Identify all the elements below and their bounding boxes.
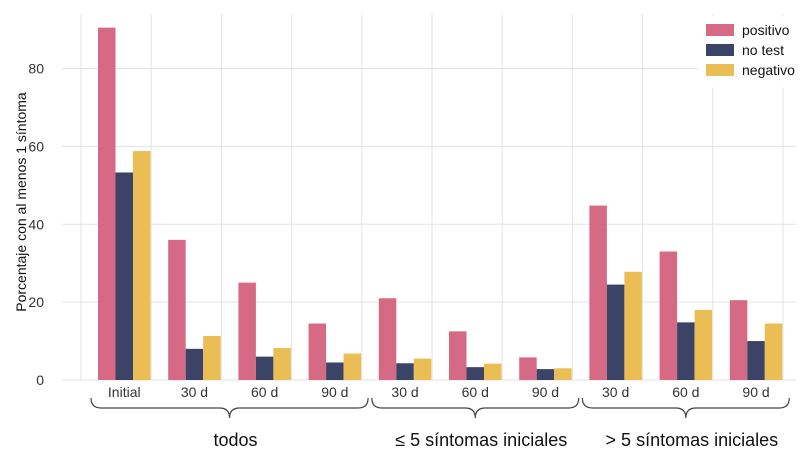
bar-positivo-2 (238, 282, 256, 380)
group-brace (371, 397, 580, 419)
bar-negativo-3 (343, 353, 362, 380)
bar-no-test-9 (747, 341, 765, 380)
x-tick-label: 30 d (391, 384, 418, 400)
legend: positivo no test negativo (698, 16, 806, 88)
bar-positivo-0 (98, 27, 116, 381)
group-label: ≤ 5 síntomas iniciales (395, 430, 567, 450)
gridlines (62, 14, 796, 381)
y-tick-label: 80 (28, 61, 44, 77)
x-tick-label: 90 d (742, 384, 769, 400)
y-tick-labels: 0 20 40 60 80 (28, 61, 44, 388)
bar-positivo-8 (659, 251, 678, 380)
x-tick-label: 60 d (672, 384, 699, 400)
bar-no-test-2 (255, 356, 274, 380)
x-tick-labels: Initial 30 d 60 d 90 d 30 d 60 d 90 d 30 d 60 d 9… (108, 384, 770, 400)
bar-positivo-1 (168, 239, 186, 380)
x-tick-label: Initial (108, 384, 141, 400)
bar-no-test-4 (396, 363, 414, 380)
bar-negativo-4 (413, 358, 432, 380)
bar-negativo-8 (694, 309, 713, 380)
bar-no-test-5 (466, 367, 484, 380)
bar-negativo-1 (203, 336, 221, 380)
bar-no-test-1 (185, 348, 204, 380)
legend-label: negativo (742, 62, 795, 78)
x-tick-label: 60 d (251, 384, 278, 400)
group-label: todos (214, 430, 258, 450)
bar-positivo-7 (589, 205, 607, 380)
legend-label: positivo (742, 22, 790, 38)
bar-no-test-3 (326, 362, 344, 380)
bar-no-test-8 (677, 322, 695, 380)
legend-swatch (706, 24, 734, 36)
bars (98, 27, 783, 381)
bar-positivo-9 (729, 300, 748, 380)
bar-positivo-3 (308, 323, 327, 380)
bar-positivo-4 (378, 298, 397, 380)
y-tick-label: 20 (28, 294, 44, 310)
group-brace (90, 397, 369, 419)
group-label: > 5 síntomas iniciales (606, 430, 779, 450)
legend-swatch (706, 44, 734, 56)
bar-no-test-6 (536, 369, 555, 380)
bar-negativo-9 (764, 323, 783, 380)
group-brace (581, 397, 790, 419)
bar-no-test-7 (606, 284, 625, 380)
bar-no-test-0 (115, 172, 133, 380)
bar-negativo-7 (624, 271, 642, 380)
legend-label: no test (742, 42, 784, 58)
y-axis-label: Porcentaje con al menos 1 síntoma (13, 92, 29, 312)
bar-negativo-0 (133, 151, 151, 380)
legend-swatch (706, 64, 734, 76)
x-tick-label: 60 d (462, 384, 489, 400)
x-tick-label: 90 d (532, 384, 559, 400)
x-tick-label: 90 d (321, 384, 348, 400)
bar-negativo-6 (554, 368, 572, 380)
y-tick-label: 0 (36, 372, 44, 388)
x-tick-label: 30 d (602, 384, 629, 400)
bar-positivo-5 (449, 331, 467, 380)
y-tick-label: 60 (28, 138, 44, 154)
x-tick-label: 30 d (181, 384, 208, 400)
group-labels: todos ≤ 5 síntomas iniciales > 5 síntomas … (214, 430, 779, 450)
group-braces (90, 397, 790, 419)
bar-positivo-6 (519, 357, 537, 380)
y-tick-label: 40 (28, 216, 44, 232)
bar-negativo-5 (484, 363, 502, 380)
bar-negativo-2 (273, 348, 291, 380)
